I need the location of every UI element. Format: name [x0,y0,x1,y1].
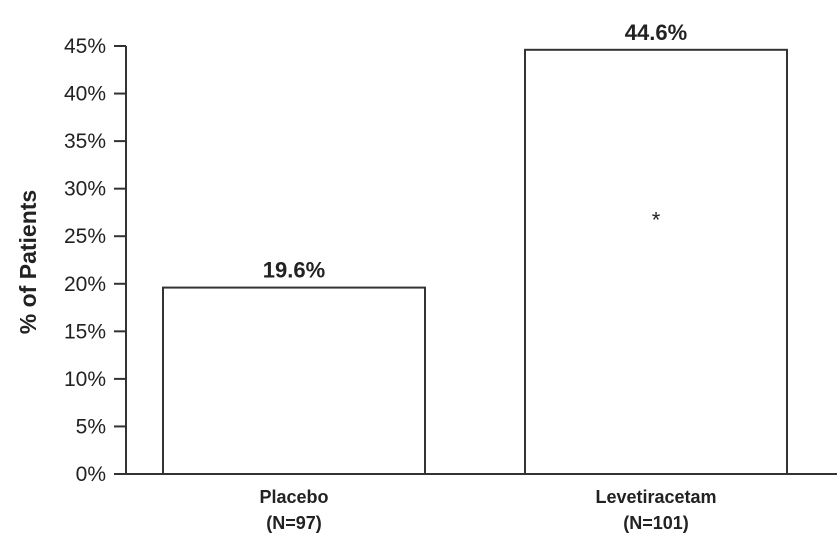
x-category-label: Levetiracetam [595,487,716,507]
bar-placebo [162,286,426,475]
y-tick-label: 5% [76,415,106,438]
x-category-sublabel: (N=101) [623,513,689,533]
x-category-sublabel: (N=97) [266,513,322,533]
bar-levetiracetam [524,48,788,475]
y-tick-label: 0% [76,463,106,486]
data-label: 44.6% [625,20,687,45]
y-axis-label: % of Patients [15,190,41,334]
y-tick-label: 35% [64,130,106,153]
y-axis-ticks: 0% 5% 10% 15% 20% 25% 30% 35% 40% 45% [64,35,126,486]
y-tick-label: 30% [64,178,106,201]
y-tick-label: 45% [64,35,106,58]
significance-asterisk: * [652,207,661,232]
y-tick-label: 10% [64,368,106,391]
bars-group: 19.6% Placebo (N=97) 44.6% Levetiracetam (N=1… [162,20,788,533]
x-category-label: Placebo [259,487,328,507]
y-tick-label: 25% [64,225,106,248]
y-tick-label: 20% [64,273,106,296]
data-label: 19.6% [263,258,325,283]
y-tick-label: 40% [64,83,106,106]
y-tick-label: 15% [64,320,106,343]
